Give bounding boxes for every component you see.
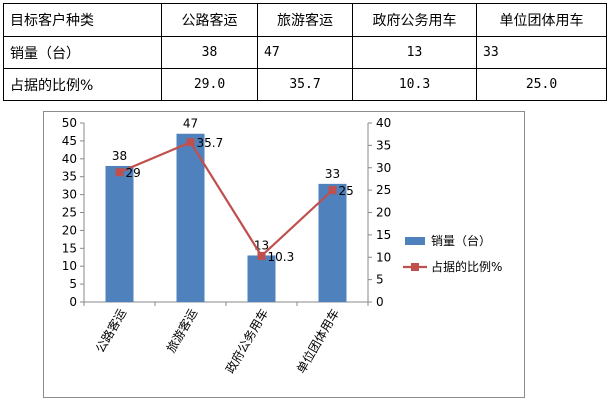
table-row: 占据的比例% 29.0 35.7 10.3 25.0	[3, 68, 607, 101]
x-tick-label: 旅游客运	[163, 306, 200, 355]
bar	[318, 183, 347, 302]
line-series	[119, 140, 334, 258]
table-cell: 29.0	[161, 68, 258, 101]
x-tick-label: 公路客运	[92, 306, 129, 355]
y-tick-label-left: 15	[62, 241, 77, 255]
data-table: 目标客户种类 公路客运 旅游客运 政府公务用车 单位团体用车 销量（台） 38 …	[3, 3, 607, 101]
table-cell: 47	[257, 36, 353, 69]
bar	[105, 165, 134, 302]
line-marker	[186, 138, 195, 147]
line-data-label: 29	[126, 166, 141, 180]
bar-data-label: 47	[183, 117, 198, 131]
y-tick-label-right: 15	[376, 228, 391, 242]
y-tick-label-right: 20	[376, 206, 391, 220]
line-data-label: 25	[339, 184, 354, 198]
table-header-row: 目标客户种类 公路客运 旅游客运 政府公务用车 单位团体用车	[3, 3, 607, 37]
table-row: 销量（台） 38 47 13 33	[3, 36, 607, 69]
bar-data-label: 38	[112, 149, 127, 163]
y-tick-label-left: 10	[62, 259, 77, 273]
y-tick-label-right: 5	[376, 273, 384, 287]
line-marker	[115, 168, 124, 177]
table-cell: 25.0	[476, 68, 607, 101]
y-tick-label-right: 40	[376, 116, 391, 130]
row-label-sales: 销量（台）	[3, 36, 162, 69]
legend-label-line: 占据的比例%	[431, 259, 502, 274]
table-cell: 38	[161, 36, 258, 69]
table-cell: 13	[352, 36, 477, 69]
y-tick-label-left: 30	[62, 188, 77, 202]
line-data-label: 10.3	[268, 250, 295, 264]
y-tick-label-left: 40	[62, 152, 77, 166]
line-marker	[328, 186, 337, 195]
legend-swatch-bar	[405, 237, 425, 245]
y-tick-label-left: 35	[62, 170, 77, 184]
legend-label-bar: 销量（台）	[431, 233, 491, 248]
header-cell-government: 政府公务用车	[352, 3, 477, 37]
y-tick-label-left: 45	[62, 134, 77, 148]
header-cell-tourism: 旅游客运	[257, 3, 353, 37]
header-cell-highway: 公路客运	[161, 3, 258, 37]
y-tick-label-right: 10	[376, 250, 391, 264]
row-label-share: 占据的比例%	[3, 68, 162, 101]
line-data-label: 35.7	[197, 136, 224, 150]
table-cell: 35.7	[257, 68, 353, 101]
bar-data-label: 33	[325, 167, 340, 181]
header-cell-organization: 单位团体用车	[476, 3, 607, 37]
y-tick-label-right: 30	[376, 161, 391, 175]
y-tick-label-right: 0	[376, 295, 384, 309]
x-tick-label: 政府公务用车	[222, 306, 271, 376]
y-tick-label-right: 25	[376, 183, 391, 197]
table-cell: 33	[476, 36, 607, 69]
y-tick-label-left: 25	[62, 206, 77, 220]
y-tick-label-left: 50	[62, 116, 77, 130]
x-tick-label: 单位团体用车	[293, 306, 342, 376]
legend-marker-line	[411, 263, 419, 271]
bar	[176, 133, 205, 302]
y-tick-label-left: 0	[69, 295, 77, 309]
table-cell: 10.3	[352, 68, 477, 101]
combo-chart: 0 5 10 15 20 25 30 35 40 45 50 0 5 10 15 20 25 30 35 40 38 47…	[62, 116, 503, 376]
bar	[247, 255, 276, 302]
y-tick-label-right: 35	[376, 138, 391, 152]
line-marker	[257, 251, 266, 260]
y-tick-label-left: 20	[62, 223, 77, 237]
header-cell-category: 目标客户种类	[3, 3, 162, 37]
y-tick-label-left: 5	[69, 277, 77, 291]
